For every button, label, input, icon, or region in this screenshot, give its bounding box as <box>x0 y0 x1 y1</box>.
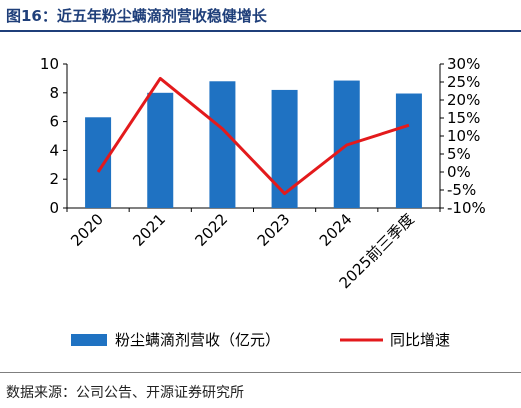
x-tick-label: 2022 <box>192 210 232 250</box>
y-right-tick-label: 30% <box>447 55 480 73</box>
bar <box>147 92 174 208</box>
y-right-tick-label: -5% <box>447 181 476 199</box>
y-right-tick-label: 0% <box>447 163 471 181</box>
legend-bar-label: 粉尘螨滴剂营收（亿元） <box>115 331 280 349</box>
y-right-tick-label: 20% <box>447 91 480 109</box>
y-left-tick-label: 6 <box>49 113 59 131</box>
y-left-tick-label: 10 <box>40 55 59 73</box>
bar <box>209 81 236 208</box>
title-divider <box>0 30 521 32</box>
bar <box>85 117 112 208</box>
chart-canvas: 0 2 4 6 8 10 -10%-5%0%5%10%15%20%25%30% 2020 202… <box>40 55 486 349</box>
x-tick-label: 2021 <box>129 210 169 250</box>
title-bar: 图16：近五年粉尘螨滴剂营收稳健增长 <box>0 0 521 30</box>
y-right-tick-label: -10% <box>447 199 486 217</box>
y-right-tick-label: 15% <box>447 109 480 127</box>
y-left-tick-label: 0 <box>49 199 59 217</box>
source-divider <box>0 372 521 373</box>
y-left-tick-label: 2 <box>49 170 59 188</box>
y-right-tick-label: 25% <box>447 73 480 91</box>
legend-line-label: 同比增速 <box>390 331 450 349</box>
x-tick-label: 2020 <box>67 210 107 250</box>
y-right-tick-label: 5% <box>447 145 471 163</box>
x-tick-label: 2024 <box>316 210 356 250</box>
y-left-tick-label: 4 <box>49 141 59 159</box>
legend-bar-swatch <box>71 334 107 346</box>
x-tick-label: 2023 <box>254 210 294 250</box>
growth-line <box>96 76 410 196</box>
source-note: 数据来源：公司公告、开源证券研究所 <box>6 385 244 401</box>
chart-title: 图16：近五年粉尘螨滴剂营收稳健增长 <box>6 7 267 25</box>
bar <box>271 89 298 208</box>
y-right-tick-label: 10% <box>447 127 480 145</box>
bar <box>395 93 422 208</box>
y-left-tick-label: 8 <box>49 84 59 102</box>
